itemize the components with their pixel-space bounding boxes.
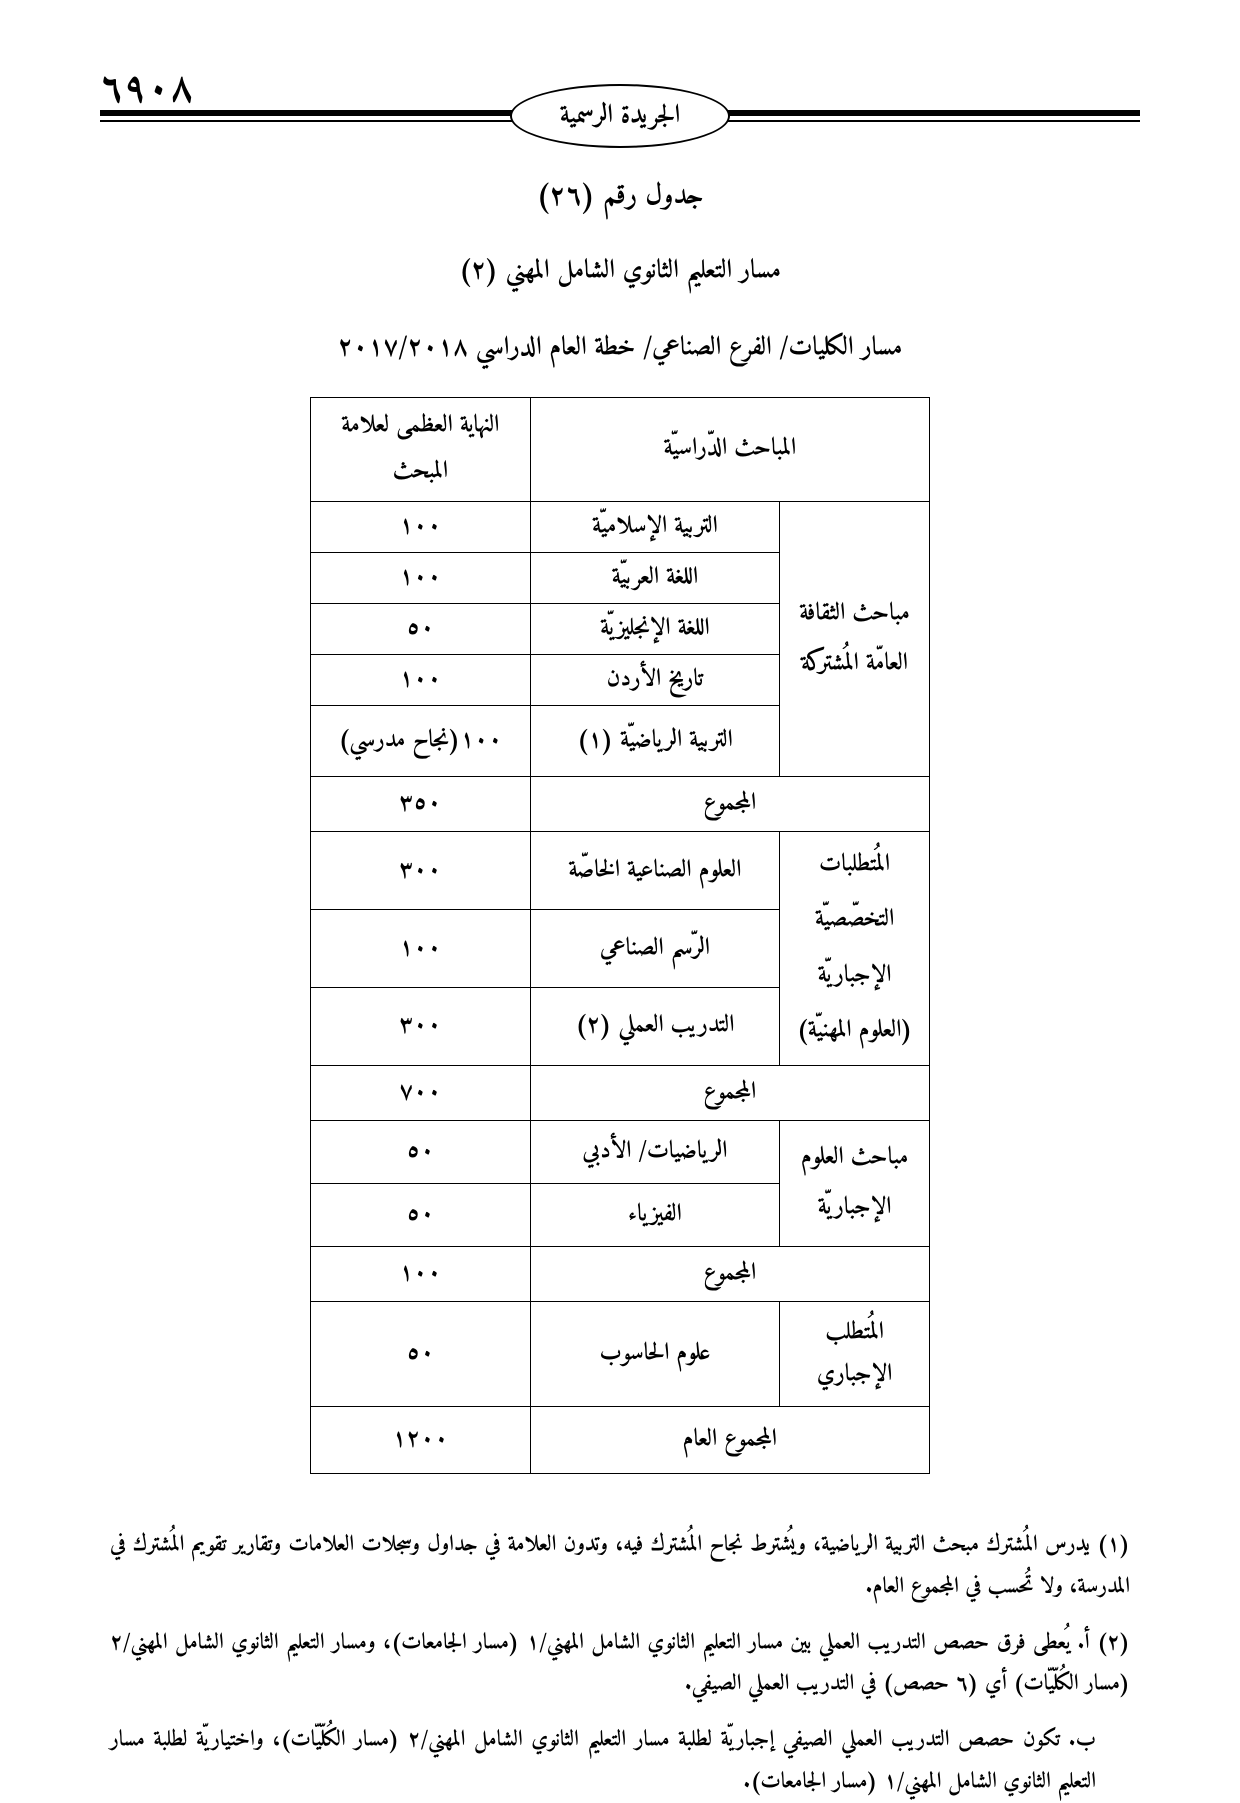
grand-total-label: المجموع العام	[530, 1406, 929, 1473]
subject-cell: اللغة الإنجليزيّة	[531, 604, 780, 655]
subtotal-value: ١٠٠	[311, 1246, 531, 1301]
subject-cell: التربية الإسلاميّة	[531, 502, 780, 553]
footnote-2b: ب. تكون حصص التدريب العملي الصيفي إجباري…	[110, 1719, 1130, 1803]
mark-cell: ١٠٠(نجاح مدرسي)	[311, 706, 531, 777]
mark-cell: ٥٠	[311, 604, 530, 655]
gazette-title: الجريدة الرسمية	[560, 94, 680, 139]
subject-cell: التدريب العملي (٢)	[530, 988, 780, 1066]
subtotal-value: ٣٥٠	[311, 777, 531, 832]
footnote-2a: (٢) أ. يُعطى فرق حصص التدريب العملي بين …	[110, 1622, 1130, 1706]
footnotes: (١) يدرس المُشترك مبحث التربية الرياضية،…	[110, 1524, 1130, 1803]
subject-cell: الرّسم الصناعي	[530, 910, 780, 988]
mark-cell: ١٠٠	[311, 553, 530, 604]
plan-title: مسار الكليات/ الفرع الصناعي/ خطة العام ا…	[100, 326, 1140, 371]
table-row: المُتطلب الإجباري علوم الحاسوب ٥٠	[311, 1301, 930, 1406]
grand-total-value: ١٢٠٠	[311, 1406, 531, 1473]
subject-cell: العلوم الصناعية الخاصّة	[530, 832, 780, 910]
subject-cell: علوم الحاسوب	[530, 1301, 780, 1406]
mark-cell: ٥٠	[311, 1120, 531, 1183]
category-cell: مباحث العلوم الإجباريّة	[780, 1120, 930, 1246]
mark-cell: ٣٠٠	[311, 988, 531, 1066]
mark-cell: ٥٠	[311, 1301, 531, 1406]
subject-stack: التربية الإسلاميّة اللغة العربيّة اللغة …	[530, 502, 780, 706]
subtotal-row: المجموع ٣٥٠	[311, 777, 930, 832]
subject-cell: تاريخ الأردن	[531, 655, 780, 705]
subtotal-row: المجموع ١٠٠	[311, 1246, 930, 1301]
subject-cell: الرياضيات/ الأدبي	[530, 1120, 780, 1183]
mark-cell: ٥٠	[311, 1183, 531, 1246]
footnote-2b-text: ب. تكون حصص التدريب العملي الصيفي إجباري…	[110, 1719, 1130, 1803]
table-row: مباحث العلوم الإجباريّة الرياضيات/ الأدب…	[311, 1120, 930, 1183]
track-title: مسار التعليم الثانوي الشامل المهني (٢)	[100, 249, 1140, 294]
subjects-table: المباحث الدّراسيّة النهاية العظمى لعلامة…	[310, 397, 930, 1474]
category-cell: مباحث الثقافة العامّة المُشتركة	[780, 502, 930, 777]
table-row: مباحث الثقافة العامّة المُشتركة التربية …	[311, 502, 930, 706]
subtotal-label: المجموع	[530, 777, 929, 832]
mark-cell: ١٠٠	[311, 655, 530, 705]
header-max-mark: النهاية العظمى لعلامة المبحث	[311, 398, 531, 502]
subtotal-row: المجموع ٧٠٠	[311, 1065, 930, 1120]
title-block: جدول رقم (٢٦) مسار التعليم الثانوي الشام…	[100, 172, 1140, 371]
subject-cell: اللغة العربيّة	[531, 553, 780, 604]
subtotal-label: المجموع	[530, 1246, 929, 1301]
table-row: المُتطلبات التخصّصيّة الإجباريّة (العلوم…	[311, 832, 930, 910]
subject-cell: التربية الرياضيّة (١)	[530, 706, 780, 777]
subtotal-value: ٧٠٠	[311, 1065, 531, 1120]
header-rules: الجريدة الرسمية	[100, 110, 1140, 122]
subtotal-label: المجموع	[530, 1065, 929, 1120]
header-subjects: المباحث الدّراسيّة	[530, 398, 929, 502]
mark-cell: ١٠٠	[311, 910, 531, 988]
table-number-title: جدول رقم (٢٦)	[100, 172, 1140, 221]
table-header-row: المباحث الدّراسيّة النهاية العظمى لعلامة…	[311, 398, 930, 502]
mark-cell: ٣٠٠	[311, 832, 531, 910]
page: ٦٩٠٨ الجريدة الرسمية جدول رقم (٢٦) مسار …	[0, 0, 1240, 1754]
mark-stack: ١٠٠ ١٠٠ ٥٠ ١٠٠	[311, 502, 531, 706]
grand-total-row: المجموع العام ١٢٠٠	[311, 1406, 930, 1473]
subject-cell: الفيزياء	[530, 1183, 780, 1246]
category-cell: المُتطلبات التخصّصيّة الإجباريّة (العلوم…	[780, 832, 930, 1066]
gazette-title-oval: الجريدة الرسمية	[510, 84, 730, 148]
category-cell: المُتطلب الإجباري	[780, 1301, 930, 1406]
footnote-1: (١) يدرس المُشترك مبحث التربية الرياضية،…	[110, 1524, 1130, 1608]
mark-cell: ١٠٠	[311, 502, 530, 553]
